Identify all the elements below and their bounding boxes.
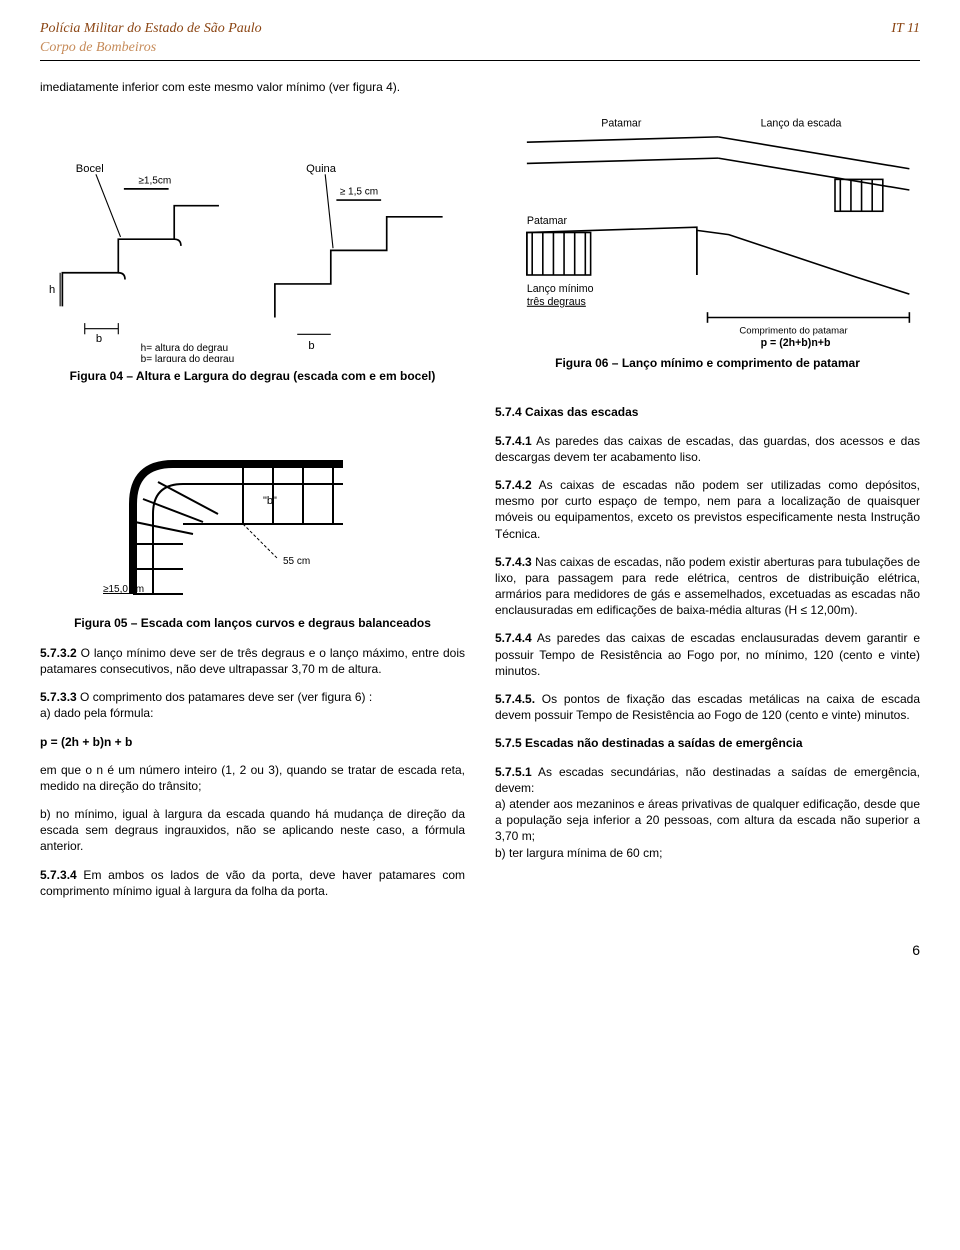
label-hdesc: h= altura do degrau	[141, 343, 228, 354]
p-5733-a2: em que o n é um número inteiro (1, 2 ou …	[40, 762, 465, 794]
page-number: 6	[40, 941, 920, 960]
label-b: b	[96, 333, 102, 345]
doc-code: IT 11	[891, 20, 920, 39]
figure-05-svg: ≥15,0 cm "b" 55 cm	[103, 404, 403, 604]
figure-06-caption: Figura 06 – Lanço mínimo e comprimento d…	[555, 355, 860, 371]
label-lanco-min: Lanço mínimo	[527, 283, 594, 295]
label-15a: ≥1,5cm	[138, 175, 171, 186]
figure-05-caption: Figura 05 – Escada com lanços curvos e d…	[40, 615, 465, 631]
label-h: h	[49, 284, 55, 296]
p-5751: 5.7.5.1 As escadas secundárias, não dest…	[495, 764, 920, 861]
label-quina: Quina	[306, 163, 337, 175]
label-patamar2: Patamar	[527, 215, 568, 227]
p-5744: 5.7.4.4 As paredes das caixas de escadas…	[495, 630, 920, 679]
label-tres: três degraus	[527, 296, 586, 308]
heading-574: 5.7.4 Caixas das escadas	[495, 404, 920, 420]
p-5741: 5.7.4.1 As paredes das caixas de escadas…	[495, 433, 920, 465]
right-column: 5.7.4 Caixas das escadas 5.7.4.1 As pare…	[495, 404, 920, 911]
formula-patamar: p = (2h + b)n + b	[40, 734, 465, 750]
p-5733: 5.7.3.3 O comprimento dos patamares deve…	[40, 689, 465, 721]
label-lanco-escada: Lanço da escada	[761, 117, 842, 129]
label-w15: ≥15,0 cm	[103, 584, 144, 595]
figure-04: Bocel ≥1,5cm ≥ 1,5 cm Quina h b b h= alt…	[40, 105, 465, 384]
body-columns: ≥15,0 cm "b" 55 cm Figura 05 – Escada co…	[40, 404, 920, 911]
p-5732-text: O lanço mínimo deve ser de três degraus …	[40, 646, 465, 676]
left-column: ≥15,0 cm "b" 55 cm Figura 05 – Escada co…	[40, 404, 465, 911]
label-comprimento: Comprimento do patamar	[739, 325, 848, 336]
label-bocel: Bocel	[76, 163, 104, 175]
figure-05: ≥15,0 cm "b" 55 cm Figura 05 – Escada co…	[40, 404, 465, 630]
figure-06-svg: Patamar Lanço da escada Patamar Lanço mí…	[495, 105, 920, 349]
figure-04-svg: Bocel ≥1,5cm ≥ 1,5 cm Quina h b b h= alt…	[40, 105, 465, 362]
figure-row-top: Bocel ≥1,5cm ≥ 1,5 cm Quina h b b h= alt…	[40, 105, 920, 384]
label-bquote: "b"	[263, 495, 277, 507]
label-formula06: p = (2h+b)n+b	[761, 337, 831, 349]
org-line-1: Polícia Militar do Estado de São Paulo	[40, 20, 262, 39]
label-15b: ≥ 1,5 cm	[340, 186, 378, 197]
figure-04-caption: Figura 04 – Altura e Largura do degrau (…	[70, 368, 436, 384]
p-5733-b: b) no mínimo, igual à largura da escada …	[40, 806, 465, 855]
header-left: Polícia Militar do Estado de São Paulo C…	[40, 20, 262, 58]
label-55cm: 55 cm	[283, 556, 310, 567]
heading-575: 5.7.5 Escadas não destinadas a saídas de…	[495, 735, 920, 751]
p-5732: 5.7.3.2 O lanço mínimo deve ser de três …	[40, 645, 465, 677]
p-5742: 5.7.4.2 As caixas de escadas não podem s…	[495, 477, 920, 542]
label-bdesc: b= largura do degrau	[141, 354, 235, 362]
label-b2: b	[308, 340, 314, 352]
label-patamar-top: Patamar	[601, 117, 642, 129]
p-5734: 5.7.3.4 Em ambos os lados de vão da port…	[40, 867, 465, 899]
page-header: Polícia Militar do Estado de São Paulo C…	[40, 20, 920, 61]
p-5745: 5.7.4.5. Os pontos de fixação das escada…	[495, 691, 920, 723]
intro-paragraph: imediatamente inferior com este mesmo va…	[40, 79, 920, 95]
p-5743: 5.7.4.3 Nas caixas de escadas, não podem…	[495, 554, 920, 619]
figure-06: Patamar Lanço da escada Patamar Lanço mí…	[495, 105, 920, 384]
org-line-2: Corpo de Bombeiros	[40, 39, 262, 58]
